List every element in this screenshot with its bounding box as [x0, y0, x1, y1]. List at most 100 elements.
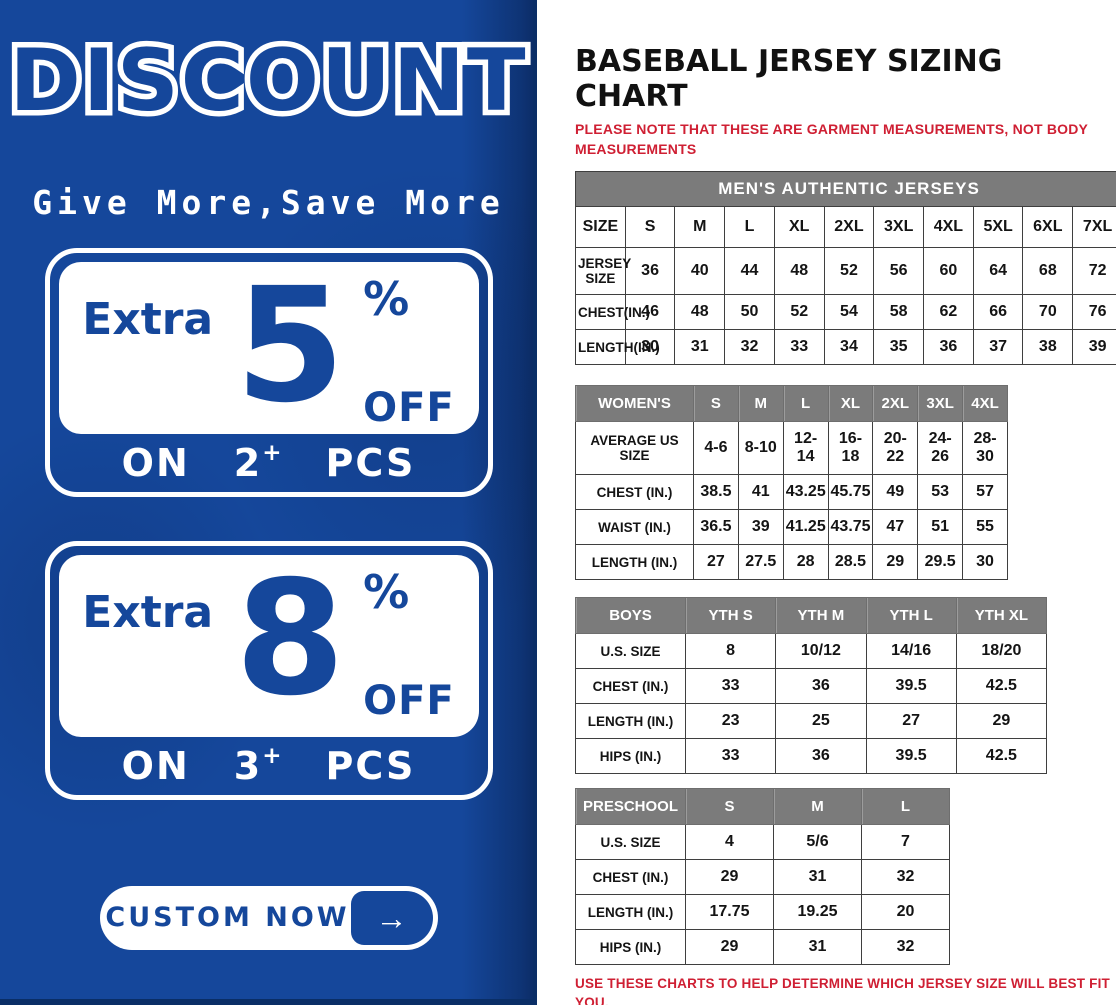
discount-panel: DISCOUNT Give More,Save More Extra 5 % O…: [0, 0, 537, 1005]
value-cell: 7: [861, 824, 950, 861]
table-row: AVERAGE US SIZE 4-6 8-10 12-14 16-18 20-22 24-…: [575, 421, 1008, 476]
table-row: HIPS (IN.) 33 36 39.5 42.5: [575, 738, 1048, 775]
row-label-cell: HIPS (IN.): [575, 738, 686, 775]
value-cell: 44: [724, 247, 775, 296]
offer-on-label: ON: [121, 743, 190, 788]
value-cell: 46: [624, 294, 676, 331]
offer-percent-value: 5: [235, 253, 345, 438]
value-cell: 5/6: [773, 824, 862, 861]
value-cell: 43.25: [782, 474, 829, 511]
value-cell: 23: [684, 703, 777, 740]
table-row: JERSEY SIZE 36 40 44 48 52 56 60 64 68 72: [575, 247, 1116, 296]
offer-qty-band: ON 3+ PCS: [59, 737, 479, 795]
value-cell: 68: [1022, 247, 1074, 296]
custom-now-label: CUSTOM NOW: [105, 902, 350, 934]
table-header-cell: 3XL: [917, 385, 964, 423]
value-cell: 19.25: [773, 894, 862, 931]
value-cell: 49: [872, 474, 919, 511]
value-cell: 36: [923, 329, 974, 366]
table-row: CHEST (IN.) 38.5 41 43.25 45.75 49 53 57: [575, 474, 1008, 511]
value-cell: 42.5: [955, 738, 1048, 775]
value-cell: 56: [873, 247, 925, 296]
offer-side: % OFF: [363, 559, 455, 724]
table-row: WAIST (IN.) 36.5 39 41.25 43.75 47 51 55: [575, 509, 1008, 546]
value-cell: 48: [674, 294, 726, 331]
value-cell: 17.75: [685, 894, 774, 931]
value-cell: 48: [773, 247, 825, 296]
value-cell: 39.5: [865, 668, 957, 705]
offer-qty-value: 2+: [233, 440, 282, 486]
offer-qty-band: ON 2+ PCS: [59, 434, 479, 492]
value-cell: 27.5: [737, 544, 784, 581]
offer-off-label: OFF: [363, 384, 455, 431]
table-header-cell: YTH L: [865, 597, 957, 635]
custom-now-button[interactable]: CUSTOM NOW →: [99, 885, 438, 950]
arrow-right-icon: →: [375, 899, 408, 936]
value-cell: 4: [685, 824, 774, 861]
value-cell: 36: [775, 738, 867, 775]
table-banner: MEN'S AUTHENTIC JERSEYS: [575, 171, 1116, 208]
value-cell: 39: [737, 509, 784, 546]
value-cell: 53: [917, 474, 964, 511]
table-header-cell: L: [724, 206, 775, 249]
value-cell: 20-22: [872, 421, 919, 476]
value-cell: 38: [1022, 329, 1074, 366]
table-header-cell: YTH XL: [955, 597, 1048, 635]
value-cell: 33: [684, 738, 777, 775]
table-header-cell: M: [773, 788, 862, 826]
value-cell: 60: [923, 247, 974, 296]
value-cell: 42.5: [955, 668, 1048, 705]
value-cell: 62: [923, 294, 974, 331]
offer-card-5-percent: Extra 5 % OFF ON 2+ PCS: [44, 247, 493, 497]
table-header-cell: S: [693, 385, 739, 423]
value-cell: 31: [773, 859, 862, 896]
offer-percent-sign: %: [363, 271, 410, 326]
value-cell: 29: [872, 544, 919, 581]
sizing-panel: BASEBALL JERSEY SIZING CHART PLEASE NOTE…: [537, 0, 1116, 1005]
table-header-cell: 3XL: [873, 206, 925, 249]
value-cell: 70: [1022, 294, 1074, 331]
table-row: CHEST (IN.) 33 36 39.5 42.5: [575, 668, 1048, 705]
table-header-cell: 2XL: [823, 206, 875, 249]
value-cell: 28.5: [827, 544, 874, 581]
value-cell: 32: [724, 329, 775, 366]
offer-card-8-percent: Extra 8 % OFF ON 3+ PCS: [44, 540, 493, 800]
value-cell: 36: [775, 668, 867, 705]
value-cell: 33: [684, 668, 777, 705]
table-header-cell: S: [624, 206, 676, 249]
value-cell: 40: [674, 247, 726, 296]
value-cell: 32: [861, 859, 950, 896]
table-header-cell: 2XL: [872, 385, 919, 423]
table-header-cell: BOYS: [575, 597, 686, 635]
offer-off-label: OFF: [363, 677, 455, 724]
offer-percent-value: 8: [235, 546, 345, 731]
value-cell: 10/12: [775, 633, 867, 670]
offer-extra-label: Extra: [82, 293, 214, 345]
table-header-cell: XL: [827, 385, 874, 423]
offer-on-label: ON: [121, 440, 190, 485]
table-header-cell: PRESCHOOL: [575, 788, 686, 826]
table-header-cell: YTH M: [775, 597, 867, 635]
value-cell: 52: [823, 247, 875, 296]
offer-main: Extra 8 % OFF: [58, 546, 479, 737]
offer-side: % OFF: [363, 266, 455, 431]
fit-note: USE THESE CHARTS TO HELP DETERMINE WHICH…: [575, 976, 1111, 1005]
sizing-chart-title: BASEBALL JERSEY SIZING CHART: [575, 44, 1003, 114]
value-cell: 54: [823, 294, 875, 331]
offer-pcs-label: PCS: [325, 440, 416, 485]
value-cell: 33: [773, 329, 825, 366]
offer-pcs-label: PCS: [325, 743, 416, 788]
offer-qty-value: 3+: [233, 743, 282, 789]
row-label-cell: LENGTH (IN.): [575, 544, 694, 581]
value-cell: 14/16: [865, 633, 957, 670]
row-label-cell: CHEST (IN.): [575, 859, 686, 896]
value-cell: 43.75: [827, 509, 874, 546]
discount-title: DISCOUNT: [9, 32, 527, 131]
value-cell: 39: [1072, 329, 1116, 366]
value-cell: 38.5: [693, 474, 739, 511]
row-label-cell: AVERAGE US SIZE: [575, 421, 694, 476]
table-header-cell: M: [674, 206, 726, 249]
table-header-cell: 7XL: [1072, 206, 1116, 249]
offer-plus-sign: +: [262, 743, 282, 770]
row-label-cell: CHEST (IN.): [575, 474, 694, 511]
